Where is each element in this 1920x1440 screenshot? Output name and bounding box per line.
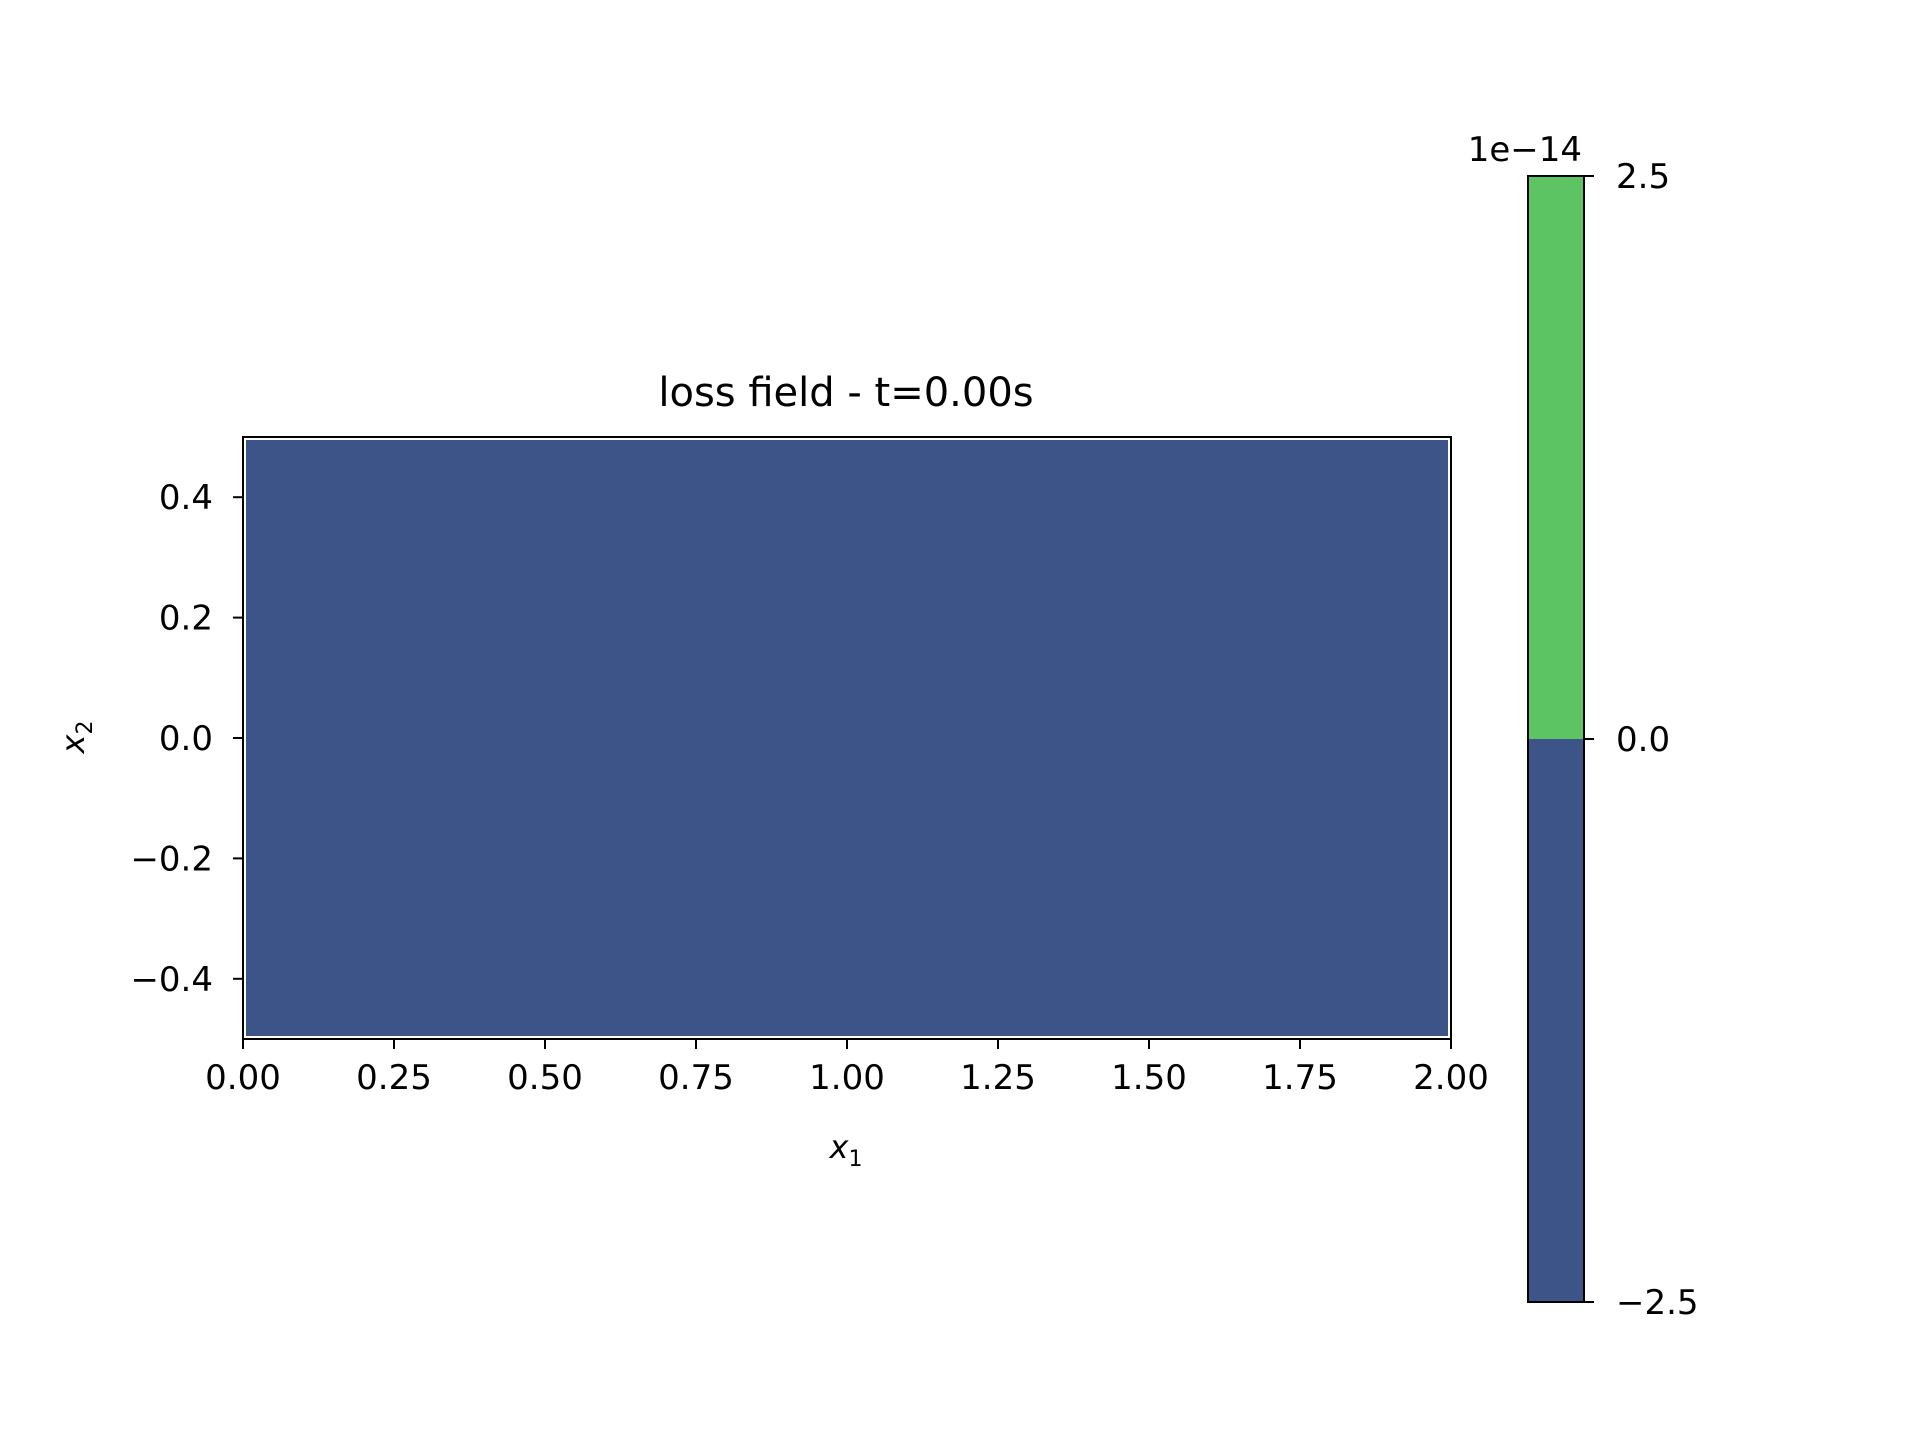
colorbar-tick-label: −2.5 (1616, 1283, 1699, 1323)
y-tick-label: 0.0 (159, 719, 213, 759)
x-axis: 0.00 0.25 0.50 0.75 1.00 1.25 1.50 1.75 2.00 (205, 1039, 1489, 1098)
x-tick-label: 1.25 (960, 1058, 1036, 1098)
y-tick-label: −0.4 (130, 960, 213, 1000)
y-axis-label: x2 (54, 721, 98, 755)
x-tick-label: 1.75 (1262, 1058, 1338, 1098)
y-tick-label: 0.2 (159, 599, 213, 639)
x-tick-label: 2.00 (1413, 1058, 1489, 1098)
x-tick-label: 0.50 (507, 1058, 583, 1098)
y-tick-label: −0.2 (130, 839, 213, 879)
y-axis-label-subscript: 2 (73, 721, 98, 735)
x-axis-label: x1 (829, 1128, 863, 1172)
y-tick-label: 0.4 (159, 478, 213, 518)
x-tick-label: 0.75 (658, 1058, 734, 1098)
plot-area (242, 436, 1452, 1040)
colorbar-scale-label: 1e−14 (1468, 130, 1582, 170)
chart-title: loss field - t=0.00s (658, 370, 1033, 416)
x-tick-label: 1.50 (1111, 1058, 1187, 1098)
x-tick-label: 0.25 (356, 1058, 432, 1098)
y-axis: −0.4 −0.2 0.0 0.2 0.4 (130, 478, 243, 1000)
colorbar-level (1528, 176, 1584, 739)
colorbar-tick-label: 2.5 (1616, 157, 1670, 197)
y-axis-label-symbol: x (54, 733, 92, 754)
x-axis-label-subscript: 1 (848, 1147, 862, 1172)
x-tick-label: 0.00 (205, 1058, 281, 1098)
x-tick-label: 1.00 (809, 1058, 885, 1098)
field-fill (246, 440, 1448, 1036)
colorbar-tick-label: 0.0 (1616, 720, 1670, 760)
colorbar-level (1528, 739, 1584, 1302)
x-axis-label-symbol: x (829, 1128, 850, 1166)
colorbar: −2.5 0.0 2.5 (1527, 157, 1699, 1323)
